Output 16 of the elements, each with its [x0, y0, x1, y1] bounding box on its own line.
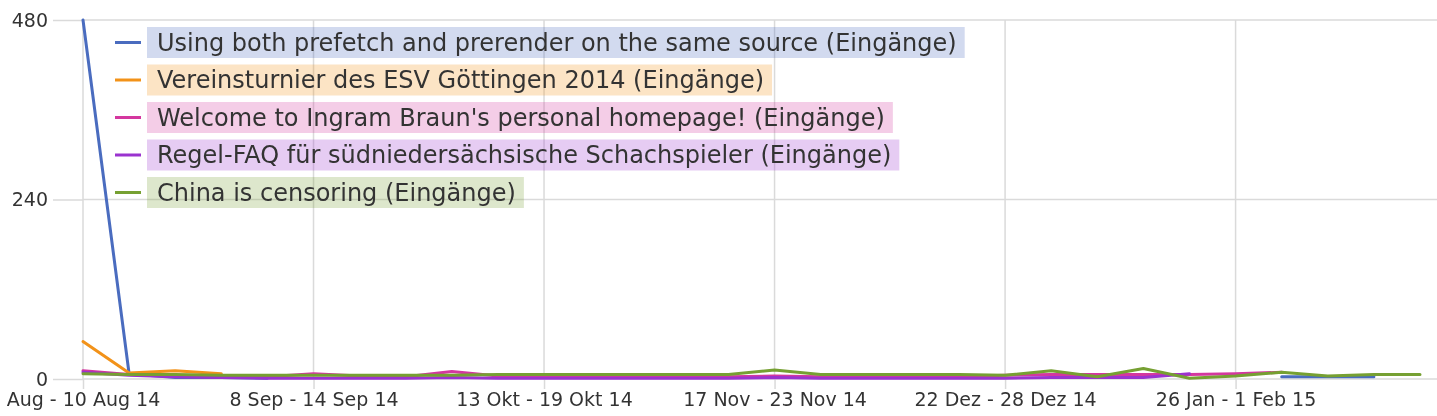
y-tick-label: 0	[35, 367, 48, 390]
y-tick-label: 240	[11, 188, 48, 211]
x-tick-label: 13 Okt - 19 Okt 14	[456, 388, 633, 411]
x-tick-label: 17 Nov - 23 Nov 14	[683, 388, 867, 411]
x-tick-label: 22 Dez - 28 Dez 14	[914, 388, 1097, 411]
x-tick-label: 26 Jan - 1 Feb 15	[1155, 388, 1317, 411]
x-tick-label: Aug - 10 Aug 14	[6, 388, 161, 411]
legend-label: Using both prefetch and prerender on the same source (Eingänge)	[157, 28, 957, 57]
line-series	[81, 367, 1422, 380]
y-tick-label: 480	[11, 8, 48, 31]
legend-label: China is censoring (Eingänge)	[157, 178, 516, 207]
legend-label: Vereinsturnier des ESV Göttingen 2014 (Eingänge)	[157, 66, 765, 95]
legend-label: Welcome to Ingram Braun's personal homepage! (Eingänge)	[157, 103, 885, 132]
line-series	[81, 340, 223, 376]
legend-label: Regel-FAQ für südniedersächsische Schachspieler (Eingänge)	[157, 141, 892, 170]
x-tick-label: 8 Sep - 14 Sep 14	[229, 388, 399, 411]
